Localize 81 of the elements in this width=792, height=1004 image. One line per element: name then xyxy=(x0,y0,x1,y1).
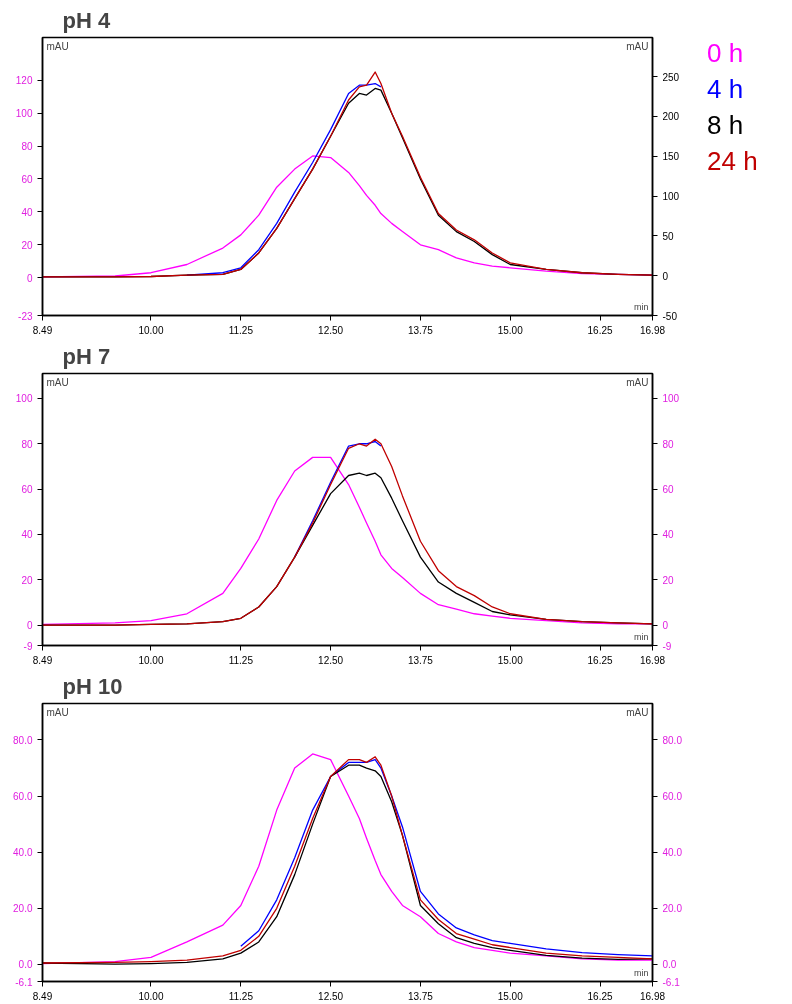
y2-tick-label: -50 xyxy=(662,310,678,322)
x-axis-title: min xyxy=(634,967,649,978)
x-tick-label: 15.00 xyxy=(497,990,524,1002)
text: 24 h xyxy=(707,145,758,178)
x-tick-label: 15.00 xyxy=(497,654,524,666)
chart-title: pH 4 xyxy=(62,7,111,33)
x-axis-title: min xyxy=(634,301,649,312)
y2-tick-label: 100 xyxy=(662,393,680,405)
y-tick-label: 20 xyxy=(21,239,33,251)
y2-tick-label: 60 xyxy=(662,484,675,496)
y-tick-label: -6.1 xyxy=(15,976,33,988)
y-tick-label: -9 xyxy=(23,640,33,652)
y-tick-label: 60 xyxy=(21,484,33,496)
y2-tick-label: -9 xyxy=(662,640,672,652)
y-tick-label: 20.0 xyxy=(13,903,33,915)
y2-tick-label: 0 xyxy=(662,620,669,632)
y-tick-label: 0.0 xyxy=(18,959,33,971)
x-tick-label: 13.75 xyxy=(407,654,434,666)
x-tick-label: 16.98 xyxy=(639,654,666,666)
x-tick-label: 15.00 xyxy=(497,324,524,336)
y2-tick-label: -6.1 xyxy=(662,976,681,988)
y-axis-title: mAU xyxy=(46,376,69,388)
x-tick-label: 16.25 xyxy=(587,324,613,336)
y-tick-label: 80 xyxy=(21,438,33,450)
x-tick-label: 10.00 xyxy=(138,654,164,666)
y-axis-title: mAU xyxy=(46,40,69,52)
y2-tick-label: 250 xyxy=(662,71,680,83)
y2-tick-label: 40 xyxy=(662,529,675,541)
y2-tick-label: 20 xyxy=(662,574,675,586)
x-tick-label: 11.25 xyxy=(228,990,254,1002)
y-tick-label: 60 xyxy=(21,173,33,185)
y-tick-label: 120 xyxy=(15,75,33,87)
y2-axis-title: mAU xyxy=(626,376,649,388)
x-tick-label: 8.49 xyxy=(32,990,53,1002)
y2-tick-label: 80.0 xyxy=(662,734,683,746)
x-tick-label: 16.25 xyxy=(587,654,613,666)
y-tick-label: 100 xyxy=(15,108,33,120)
y-tick-label: 20 xyxy=(21,574,33,586)
y-tick-label: 60.0 xyxy=(13,791,33,803)
text: 0 h xyxy=(707,37,745,70)
y2-axis-title: mAU xyxy=(626,40,649,52)
text: 4 h xyxy=(707,73,745,106)
x-tick-label: 16.98 xyxy=(639,324,666,336)
x-tick-label: 12.50 xyxy=(318,324,344,336)
y-tick-label: 40.0 xyxy=(13,847,33,859)
y-tick-label: -23 xyxy=(18,310,33,322)
x-axis-title: min xyxy=(634,631,649,642)
x-tick-label: 8.49 xyxy=(32,324,53,336)
y-tick-label: 40 xyxy=(21,529,33,541)
y2-tick-label: 200 xyxy=(662,111,680,123)
x-tick-label: 8.49 xyxy=(32,654,53,666)
y2-tick-label: 100 xyxy=(662,191,680,203)
y-tick-label: 80 xyxy=(21,141,33,153)
y2-tick-label: 80 xyxy=(662,438,675,450)
chart-title: pH 7 xyxy=(62,343,111,369)
x-tick-label: 12.50 xyxy=(318,654,344,666)
x-tick-label: 13.75 xyxy=(407,324,434,336)
y2-tick-label: 60.0 xyxy=(662,791,683,803)
y2-tick-label: 0 xyxy=(662,270,669,282)
x-tick-label: 16.98 xyxy=(639,990,666,1002)
y-tick-label: 80.0 xyxy=(13,734,33,746)
y2-axis-title: mAU xyxy=(626,706,649,718)
x-tick-label: 11.25 xyxy=(228,324,254,336)
y-tick-label: 100 xyxy=(15,393,33,405)
y2-tick-label: 150 xyxy=(662,151,680,163)
x-tick-label: 10.00 xyxy=(138,324,164,336)
y-axis-title: mAU xyxy=(46,706,69,718)
x-tick-label: 12.50 xyxy=(318,990,344,1002)
x-tick-label: 11.25 xyxy=(228,654,254,666)
y-tick-label: 40 xyxy=(21,206,33,218)
chart-title: pH 10 xyxy=(62,673,123,699)
y-tick-label: 0 xyxy=(26,620,33,632)
y-tick-label: 0 xyxy=(26,272,33,284)
x-tick-label: 13.75 xyxy=(407,990,434,1002)
y2-tick-label: 40.0 xyxy=(662,847,683,859)
y2-tick-label: 0.0 xyxy=(662,959,677,971)
x-tick-label: 16.25 xyxy=(587,990,613,1002)
x-tick-label: 10.00 xyxy=(138,990,164,1002)
y2-tick-label: 50 xyxy=(662,230,675,242)
text: 8 h xyxy=(707,109,745,142)
y2-tick-label: 20.0 xyxy=(662,903,683,915)
